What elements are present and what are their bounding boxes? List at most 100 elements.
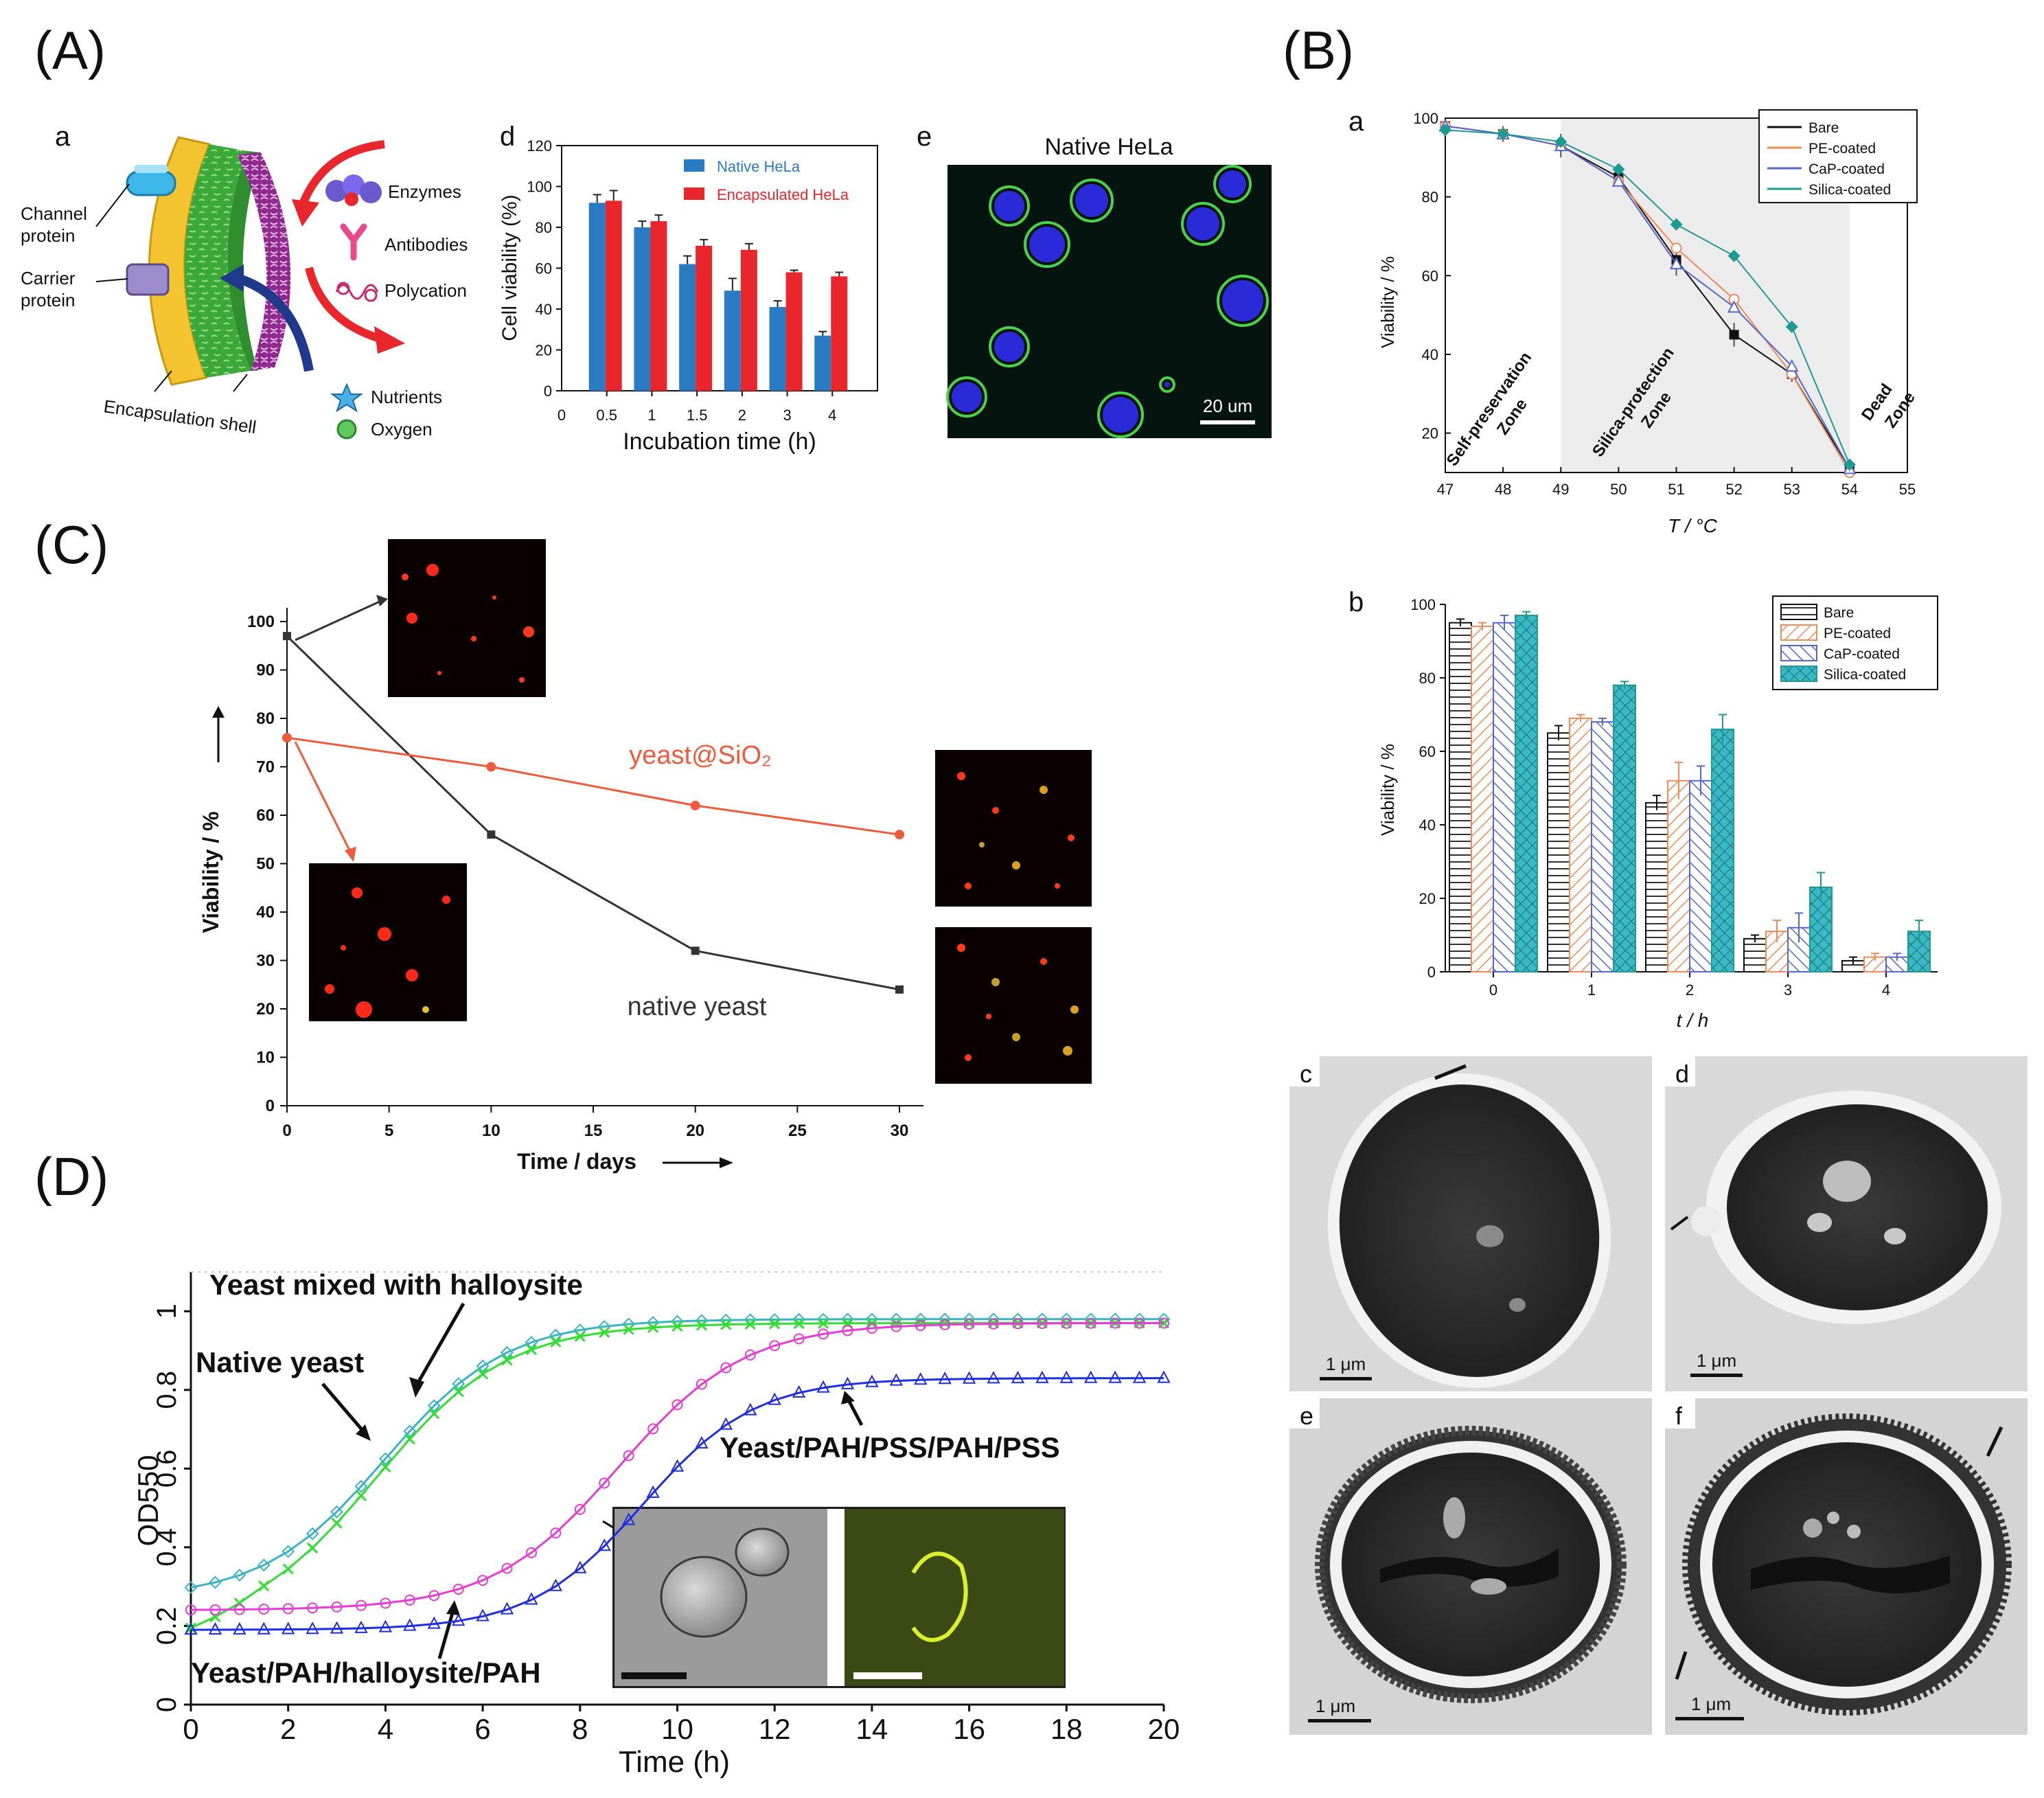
- tem-image-d: d 1 μm: [1665, 1056, 2028, 1391]
- x-tick-label: 48: [1495, 481, 1511, 498]
- x-tick-label: 4: [828, 407, 836, 424]
- series-line: [286, 635, 900, 991]
- tem-images: c 1 μm d 1 μm e 1 μm: [1289, 1056, 2028, 1735]
- chart-Bb-xlabel: t / h: [1677, 1010, 1709, 1031]
- point-diamond: [209, 1575, 222, 1589]
- tem-f-scale-bar: [1675, 1717, 1744, 1720]
- channel-protein-core: [134, 165, 168, 173]
- y-tick-label: 100: [527, 179, 552, 196]
- x-tick-label: 14: [856, 1713, 888, 1745]
- x-tick-label: 53: [1784, 481, 1800, 498]
- point-diamond: [841, 1312, 854, 1326]
- tem-d-scale-label: 1 μm: [1697, 1350, 1736, 1371]
- y-tick-label: 10: [256, 1049, 275, 1067]
- tem-image-c: c 1 μm: [1289, 1056, 1652, 1391]
- x-tick-label: 2: [280, 1713, 296, 1745]
- hela-cell-membrane: [1159, 376, 1175, 393]
- legend-label-native: Native HeLa: [717, 158, 801, 175]
- chart-Bb-ylabel: Viability / %: [1377, 744, 1398, 836]
- fluorescence-inset-2: [309, 863, 467, 1021]
- point-circle: [355, 1600, 367, 1611]
- bar-CaP-coated: [1591, 721, 1614, 972]
- legend-label: PE-coated: [1808, 141, 1876, 157]
- point-circle: [720, 1362, 732, 1374]
- panel-label-A: (A): [34, 20, 106, 80]
- x-tick-label: 6: [474, 1713, 490, 1745]
- pointer-native-yeast: [321, 1382, 365, 1433]
- polycation-icon: [335, 282, 379, 302]
- point-silica: [1785, 320, 1798, 333]
- inset-1-pointer: [295, 600, 382, 641]
- point-triangle: [403, 1618, 417, 1631]
- point-x: [501, 1354, 513, 1366]
- series-line-Silica-coated: [1445, 129, 1850, 465]
- bar-encapsulated: [605, 201, 622, 391]
- point-triangle: [840, 1376, 855, 1389]
- y-tick-label: 20: [1422, 425, 1438, 442]
- point-silica: [1612, 163, 1625, 176]
- point-x: [623, 1323, 634, 1335]
- point-diamond: [452, 1377, 466, 1391]
- point-yeast-sio2: [282, 733, 292, 743]
- hela-cell-nucleus: [1164, 382, 1170, 387]
- point-triangle: [1157, 1370, 1171, 1383]
- point-circle: [525, 1547, 537, 1558]
- y-tick-label: 100: [1410, 596, 1436, 613]
- inset-fluor-panel: [845, 1509, 1064, 1686]
- hela-cells: [946, 165, 1269, 438]
- chart-growth-curves: OD550 Time (h) Yeast mixed with halloysi…: [132, 1268, 1180, 1779]
- enzymes-label: Enzymes: [388, 181, 461, 202]
- legend-box: [1758, 109, 1918, 203]
- y-tick-label: 0.4: [152, 1528, 182, 1567]
- point-silica: [1670, 218, 1683, 231]
- chart-C-ylabel: Viability / %: [198, 811, 223, 933]
- inset-2-pointer: [294, 741, 352, 852]
- point-diamond: [525, 1336, 538, 1349]
- point-circle: [647, 1423, 659, 1435]
- label-yeast-halloysite: Yeast mixed with halloysite: [209, 1268, 583, 1301]
- bar-PE-coated: [1667, 779, 1690, 973]
- x-tick-label: 16: [953, 1713, 985, 1745]
- chart-viability-time: b Viability / % t / h 0 20 40 60 80 100 0 1 2 3 4 B…: [1348, 587, 1938, 1031]
- point-circle: [891, 1321, 902, 1332]
- x-tick-label: 0: [282, 1122, 291, 1140]
- point-native-yeast: [895, 985, 904, 994]
- fluorescence-inset-1: [388, 539, 546, 697]
- x-tick-label: 12: [759, 1713, 791, 1745]
- point-diamond: [330, 1505, 343, 1518]
- bar-Silica-coated: [1711, 728, 1734, 973]
- y-tick-label: 1: [152, 1304, 182, 1319]
- point-circle: [1036, 1317, 1048, 1329]
- legend-swatch: [1780, 665, 1817, 682]
- pointer-yeast-halloysite: [413, 1302, 466, 1389]
- point-circle: [258, 1604, 270, 1615]
- tem-f-arrow-2: [1675, 1651, 1688, 1680]
- pointer-pah-halloysite-head: [446, 1600, 460, 1615]
- x-tick-label: 15: [584, 1122, 603, 1140]
- bar-encapsulated: [696, 245, 713, 391]
- y-tick-label: 80: [256, 709, 275, 728]
- point-circle: [939, 1319, 951, 1330]
- pointer-pah-halloysite: [437, 1610, 455, 1659]
- y-tick-label: 80: [536, 219, 552, 236]
- point-triangle: [500, 1602, 514, 1615]
- micro-e-title: Native HeLa: [1044, 134, 1173, 160]
- inset-1-pointer-head: [376, 595, 388, 606]
- chart-cell-viability: d Cell viability (%) Incubation time (h)…: [498, 122, 878, 455]
- point-x: [769, 1318, 781, 1330]
- carrier-leader-line: [95, 278, 128, 282]
- micro-e-sub-label: e: [917, 122, 932, 152]
- x-tick-label: 25: [788, 1122, 807, 1140]
- point-triangle: [573, 1560, 587, 1573]
- point-diamond: [865, 1312, 879, 1326]
- point-triangle: [719, 1417, 733, 1430]
- point-circle: [623, 1450, 634, 1461]
- label-pah-pss: Yeast/PAH/PSS/PAH/PSS: [720, 1431, 1060, 1464]
- point-triangle: [1011, 1370, 1025, 1384]
- legend-swatch: [1780, 604, 1817, 620]
- chart-C-x-arrowhead: [720, 1157, 733, 1168]
- y-tick-label: 80: [1419, 670, 1436, 687]
- y-tick-label: 120: [527, 137, 552, 155]
- point-silica: [1439, 124, 1451, 137]
- hela-cell-membrane: [1070, 179, 1114, 223]
